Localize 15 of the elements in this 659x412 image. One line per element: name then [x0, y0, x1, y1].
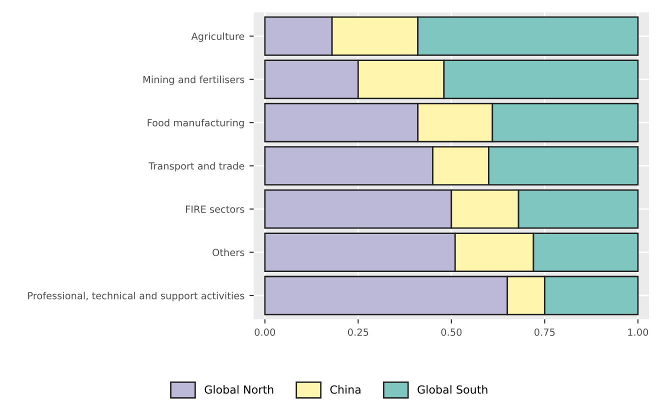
legend-label: China — [330, 385, 360, 394]
y-tick-label: Food manufacturing — [148, 118, 244, 128]
y-tick-label: FIRE sectors — [186, 206, 244, 213]
x-tick-label: 0.25 — [348, 328, 368, 336]
y-tick-label: Others — [212, 248, 244, 256]
x-tick-label: 0.00 — [254, 328, 276, 336]
y-tick-label: Mining and fertilisers — [143, 76, 244, 86]
y-tick-label: Transport and trade — [148, 162, 244, 172]
x-tick-label: 0.50 — [441, 328, 462, 336]
legend-label: Global North — [204, 385, 274, 394]
x-tick-label: 1.00 — [628, 328, 648, 336]
y-tick-label: Agriculture — [191, 32, 244, 42]
x-tick-label: 0.75 — [534, 328, 555, 336]
y-tick-label: Professional, technical and support activities — [28, 292, 244, 302]
legend-label: Global South — [418, 385, 488, 394]
